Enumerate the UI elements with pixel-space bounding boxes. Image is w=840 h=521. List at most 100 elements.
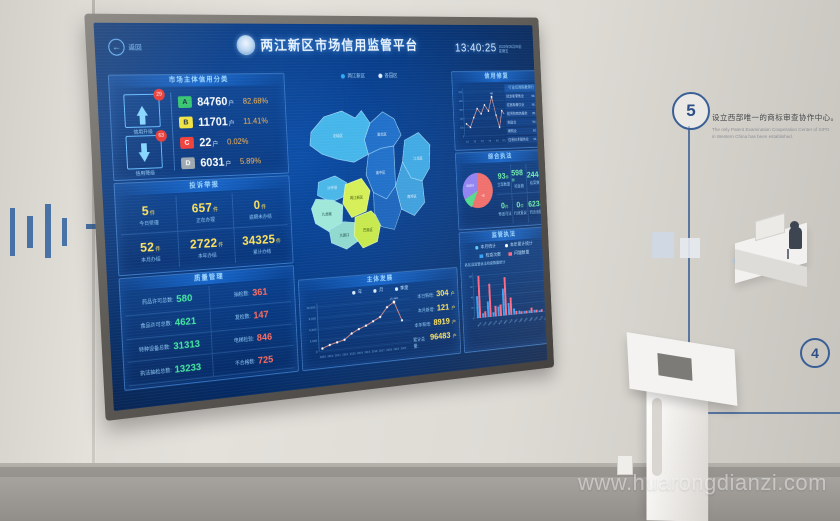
svg-text:3月: 3月 [473, 139, 476, 143]
stat-cell: 5件 今日受理 [119, 195, 179, 235]
svg-text:2009: 2009 [320, 355, 326, 359]
toggle-year[interactable]: 本年累计统计 [504, 240, 533, 248]
map-label: 渝中区 [376, 170, 386, 175]
list-item[interactable]: 建筑业 92.8 [506, 126, 540, 136]
credit-repair-line-chart: 0 100 200 300 400 500 480 [458, 84, 507, 143]
svg-text:北碚区: 北碚区 [487, 320, 492, 326]
list-item-value: 95.4 [531, 110, 538, 116]
toggle-dot-icon [504, 243, 508, 248]
list-item[interactable]: 制造业 94.1 [505, 118, 540, 127]
svg-text:2012: 2012 [342, 352, 348, 356]
display-bezel: ← 返回 两江新区市场信用监管平台 13:40:25 2020年05月08日 星… [84, 13, 555, 422]
svg-text:100: 100 [469, 275, 473, 278]
grade-unit: 户 [228, 119, 235, 127]
svg-text:400: 400 [459, 100, 463, 103]
list-item[interactable]: 租赁和商务服务 95.4 [505, 109, 540, 118]
clock-time: 13:40:25 [454, 40, 497, 55]
row-label: 抽检数: [233, 291, 250, 299]
stat-cell: 657件 正在办理 [176, 193, 234, 232]
infographic-step-number-secondary: 4 [800, 338, 830, 368]
legend-item-month[interactable]: 月 [373, 287, 383, 294]
region-map-svg[interactable]: 北碚区 渝北区 江北区 南岸区 渝中区 沙坪坝 两江新区 九龙坡 大渡口 巴 [288, 82, 455, 272]
credit-downgrade-tile[interactable]: 63 信用降级 [118, 129, 171, 178]
row-label: 不合格数: [234, 358, 256, 367]
stat-label: 本年办结 [197, 252, 217, 260]
legend-item-year[interactable]: 年 [352, 288, 362, 295]
list-item-value: 91.5 [533, 136, 539, 141]
watermark: www.huarongdianzi.com [578, 470, 827, 495]
stat-cell: 34325件 累计办结 [234, 225, 289, 263]
tab-liangjiang[interactable]: 两江新区 [340, 72, 365, 80]
kiosk-notch [652, 398, 662, 476]
stat-unit: 件 [261, 204, 267, 211]
toggle-label: 本年累计统计 [509, 241, 533, 248]
stat-unit: 件 [504, 204, 509, 210]
list-item[interactable]: A 84760户 82.68% [177, 90, 280, 112]
stat-value: 34325 [241, 231, 276, 248]
map-label: 江北区 [413, 156, 423, 161]
arrow-left-icon: ← [107, 38, 126, 56]
back-button[interactable]: ← 返回 [107, 38, 142, 56]
map-canvas[interactable]: 北碚区 渝北区 江北区 南岸区 渝中区 沙坪坝 两江新区 九龙坡 大渡口 巴 [288, 82, 455, 272]
grade-count: 11701 [197, 114, 229, 129]
list-item[interactable]: 信息技术服务业 91.5 [506, 135, 541, 144]
svg-text:江北区: 江北区 [482, 321, 487, 327]
panel-region-map: 两江新区 各园区 [288, 71, 456, 276]
map-label: 渝北区 [377, 132, 387, 137]
stat-row: 累计总量: 96483 户 [413, 330, 457, 350]
panel-comprehensive-enforcement: 综合执法 简易程序 一般 93件 立案数量 598件 检查数 244件 结案数 [454, 149, 547, 231]
clock-date: 2020年05月08日 星期五 [499, 44, 522, 54]
panel-supervision-flow: 监管执法 本月统计 本年累计统计 检查次数 问题数量 各区县监管执法检查数量统计 [458, 226, 548, 354]
display-screen: ← 返回 两江新区市场信用监管平台 13:40:25 2020年05月08日 星… [93, 22, 548, 412]
svg-text:简易程序: 简易程序 [466, 184, 474, 188]
stat-label: 立案数量 [497, 181, 511, 187]
list-item[interactable]: 住宿和餐饮业 96.7 [505, 101, 539, 110]
legend-item-issues: 问题数量 [508, 249, 529, 257]
stat-value: 244 [526, 169, 539, 180]
wall-bar-decor [62, 218, 67, 246]
svg-text:0: 0 [316, 350, 318, 354]
list-item[interactable]: 批发和零售业 98.2 [504, 92, 539, 101]
list-item-name: 住宿和餐饮业 [506, 102, 525, 108]
row-label: 药品许可总数: [141, 297, 174, 307]
row-value: 147 [253, 308, 269, 322]
svg-text:南岸区: 南岸区 [503, 318, 508, 324]
row-value: 31313 [172, 337, 201, 353]
grade-tag: A [177, 95, 193, 108]
stat-unit: 户 [452, 333, 457, 340]
enforcement-stats-grid: 93件 立案数量 598件 检查数 244件 结案数 0件 移送司法 0件 行政复议 62… [495, 163, 544, 225]
arrow-down-icon: 63 [125, 129, 168, 170]
downgrade-badge: 63 [155, 129, 168, 142]
svg-text:2020: 2020 [400, 346, 406, 350]
legend-label: 年 [357, 289, 363, 296]
svg-text:渝北区: 渝北区 [477, 321, 482, 327]
stat-label: 本月办结 [141, 256, 161, 264]
row-value: 580 [176, 292, 193, 306]
list-item[interactable]: D 6031户 5.89% [180, 149, 283, 173]
toggle-month[interactable]: 本月统计 [475, 243, 496, 251]
svg-text:200: 200 [460, 118, 464, 121]
supervision-bar-chart: 0 20 40 60 100 [469, 263, 547, 328]
svg-text:9月: 9月 [496, 139, 499, 143]
legend-label: 季度 [399, 285, 409, 292]
grade-tag: D [180, 156, 196, 169]
svg-text:5月: 5月 [481, 139, 484, 143]
svg-text:2010: 2010 [327, 354, 333, 358]
dashboard-brand: 两江新区市场信用监管平台 [236, 35, 418, 56]
grade-unit: 户 [225, 160, 232, 168]
infographic-illustration-block [652, 232, 674, 258]
stat-value: 8919 [433, 316, 450, 328]
panel-title: 市场主体信用分类 [108, 73, 284, 88]
row-value: 13233 [174, 360, 202, 376]
tab-parks[interactable]: 各园区 [377, 72, 398, 79]
stat-value: 304 [435, 288, 449, 300]
panel-credit-repair: 信用修复 0 100 200 300 400 500 [451, 70, 544, 151]
panel-credit-classification: 市场主体信用分类 29 信用升级 63 [107, 72, 290, 182]
stat-value: 93 [497, 171, 506, 182]
svg-text:长寿区: 长寿区 [523, 316, 528, 322]
svg-text:480: 480 [490, 92, 494, 95]
stat-label: 行政复议 [513, 210, 527, 216]
kiosk-mount-plate [626, 332, 738, 406]
svg-text:100: 100 [460, 127, 464, 130]
